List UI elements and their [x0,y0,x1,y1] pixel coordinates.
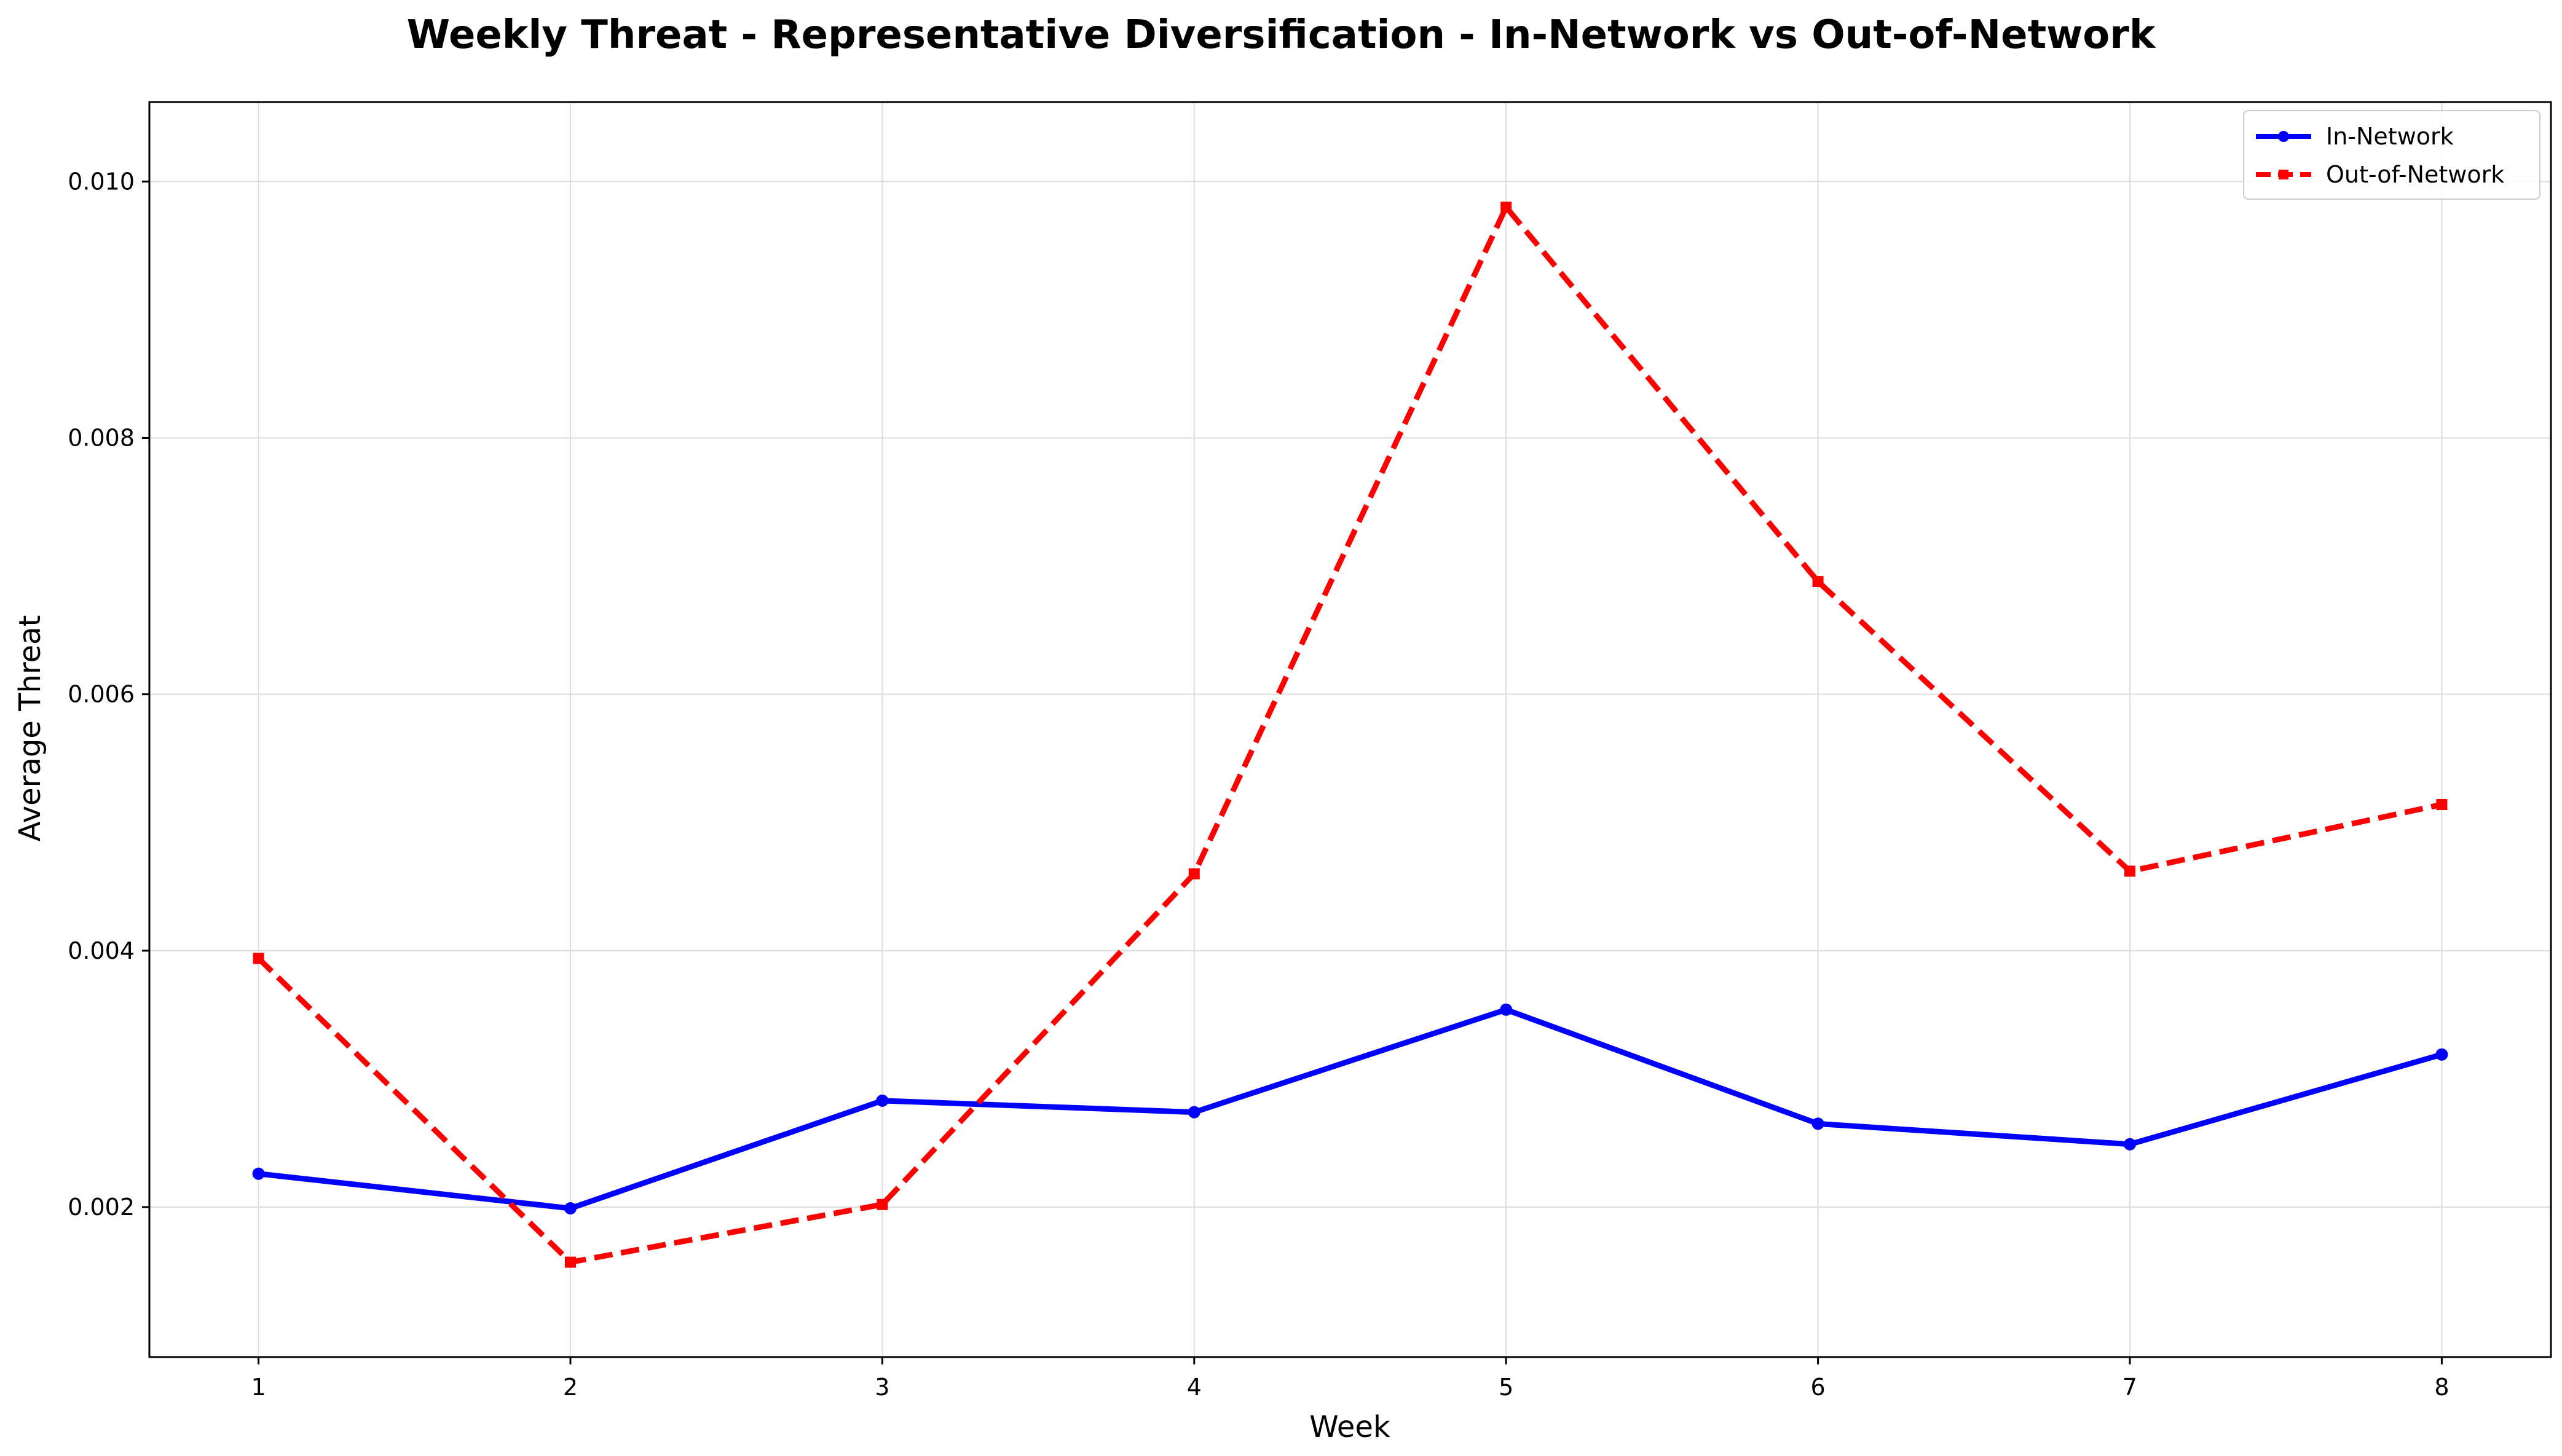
legend-marker-out-of-network [2279,170,2288,179]
series-layer [252,202,2448,1268]
data-point-out-of-network [2124,865,2136,877]
data-point-in-network [2124,1138,2137,1151]
legend: In-Network Out-of-Network [2243,110,2540,200]
x-tick-label: 4 [1187,1374,1202,1401]
y-axis-label: Average Threat [13,615,47,842]
x-tick-label: 2 [563,1374,578,1401]
data-point-in-network [2435,1048,2448,1061]
data-point-out-of-network [564,1256,576,1268]
data-point-out-of-network [877,1198,888,1210]
legend-label-out-of-network: Out-of-Network [2326,161,2504,188]
y-tick-label: 0.002 [68,1194,135,1221]
data-point-in-network [252,1167,265,1180]
legend-frame [2243,110,2540,200]
tick-layer: 1 2 3 4 5 6 7 8 0.002 0.004 0.006 0.008 0.010 [68,168,2449,1401]
x-tick-label: 5 [1499,1374,1513,1401]
chart-title: Weekly Threat - Representative Diversifi… [407,12,2156,58]
x-tick-label: 6 [1811,1374,1826,1401]
y-tick-label: 0.010 [68,168,135,195]
series-in-network [252,1003,2448,1215]
series-line-in-network [258,1007,2443,1211]
x-tick-label: 7 [2123,1374,2137,1401]
grid-lines [149,102,2551,1357]
y-tick-label: 0.004 [68,937,135,964]
data-point-out-of-network [253,953,264,964]
x-tick-label: 1 [251,1374,266,1401]
data-point-in-network [876,1094,889,1107]
data-point-in-network [1500,1003,1513,1016]
legend-marker-in-network [2278,131,2289,142]
data-point-out-of-network [1812,576,1824,588]
data-point-in-network [564,1202,577,1215]
legend-label-in-network: In-Network [2326,123,2454,150]
x-axis-label: Week [1309,1410,1390,1444]
data-point-in-network [1811,1117,1824,1130]
plot-frame [148,101,2552,1358]
data-point-in-network [1188,1106,1200,1119]
data-point-out-of-network [1188,868,1200,880]
y-tick-label: 0.008 [68,424,135,451]
series-line-out-of-network [256,204,2443,1265]
y-tick-label: 0.006 [68,681,135,708]
x-tick-label: 8 [2434,1374,2449,1401]
x-tick-label: 3 [875,1374,889,1401]
data-point-out-of-network [1500,202,1512,213]
series-out-of-network [253,202,2448,1268]
data-point-out-of-network [2436,799,2448,811]
